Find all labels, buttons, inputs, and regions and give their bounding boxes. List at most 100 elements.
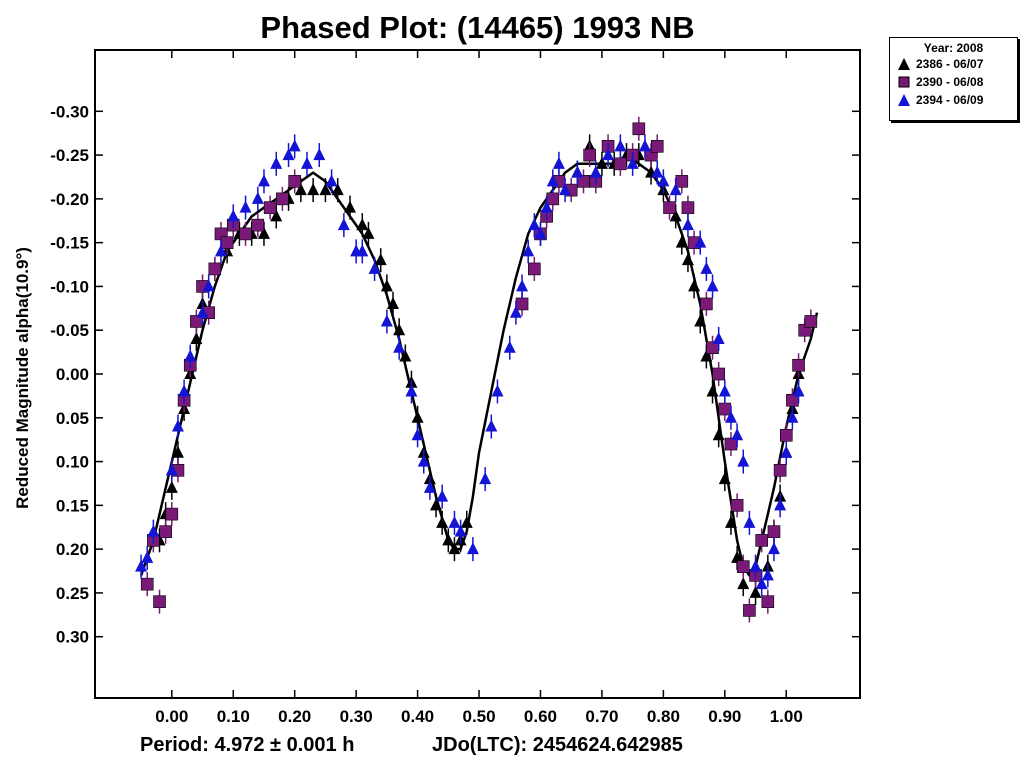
data-point-triangle: [681, 218, 694, 231]
x-tick-label: 0.70: [585, 707, 618, 726]
data-point-triangle: [423, 480, 436, 493]
data-point-triangle: [786, 410, 799, 423]
data-point-triangle: [417, 454, 430, 467]
y-tick-label: -0.10: [50, 277, 89, 296]
data-point-square: [700, 297, 713, 311]
data-point-triangle: [731, 428, 744, 441]
triangle-marker-icon: [898, 58, 910, 70]
data-point-triangle: [356, 244, 369, 257]
data-point-triangle: [595, 156, 608, 169]
data-point-triangle: [602, 148, 615, 161]
data-point-triangle: [694, 314, 707, 327]
data-point-triangle: [737, 577, 750, 590]
data-point-triangle: [724, 515, 737, 528]
data-point-triangle: [706, 384, 719, 397]
data-point-triangle: [300, 156, 313, 169]
data-point-triangle: [178, 384, 191, 397]
legend-entry-2394: 2394 - 06/09: [890, 91, 1017, 109]
data-point-square: [632, 122, 646, 136]
y-tick-label: 0.25: [56, 584, 89, 603]
data-point-square: [614, 157, 627, 171]
data-point-triangle: [460, 515, 473, 528]
data-point-square: [528, 262, 541, 276]
y-tick-label: 0.00: [56, 365, 89, 384]
data-point-triangle: [227, 209, 240, 222]
series-2394: [135, 134, 805, 597]
data-point-triangle: [196, 305, 209, 318]
series-2390: [140, 116, 818, 623]
data-point-square: [761, 595, 775, 608]
data-point-square: [730, 499, 744, 512]
data-point-triangle: [448, 542, 461, 555]
data-point-triangle: [325, 174, 338, 187]
data-point-triangle: [743, 515, 756, 528]
data-point-triangle: [454, 524, 467, 537]
legend-entry-2386: 2386 - 06/07: [890, 55, 1017, 73]
legend-entry-2390: 2390 - 06/08: [890, 73, 1017, 91]
data-point-square: [515, 297, 529, 311]
data-point-triangle: [270, 209, 283, 222]
data-point-triangle: [436, 515, 449, 528]
data-point-triangle: [257, 226, 270, 239]
legend-entry-label: 2386 - 06/07: [916, 57, 984, 71]
data-point-triangle: [780, 445, 793, 458]
data-point-triangle: [239, 200, 252, 213]
data-point-triangle: [257, 174, 270, 187]
data-point-triangle: [700, 349, 713, 362]
data-point-triangle: [288, 139, 301, 152]
y-tick-label: 0.05: [56, 409, 89, 428]
data-point-triangle: [485, 419, 498, 432]
data-point-square: [251, 218, 265, 232]
jdo-label: JDo(LTC): 2454624.642985: [432, 734, 683, 756]
data-point-square: [208, 262, 222, 276]
x-tick-label: 1.00: [770, 707, 803, 726]
data-point-square: [773, 464, 787, 477]
data-point-triangle: [171, 419, 184, 432]
x-tick-label: 0.50: [462, 707, 495, 726]
data-point-triangle: [270, 156, 283, 169]
data-point-triangle: [282, 148, 295, 161]
data-point-triangle: [147, 524, 160, 537]
x-tick-label: 0.90: [708, 707, 741, 726]
data-point-square: [165, 507, 179, 521]
data-point-triangle: [589, 165, 602, 178]
data-point-triangle: [479, 472, 492, 485]
y-tick-label: 0.15: [56, 496, 89, 515]
data-point-square: [159, 525, 172, 538]
fourier-fit-curve: [139, 153, 819, 577]
data-point-triangle: [165, 480, 178, 493]
data-point-triangle: [344, 200, 356, 213]
data-point-triangle: [731, 550, 744, 563]
data-point-square: [675, 175, 689, 188]
data-point-triangle: [380, 314, 393, 327]
x-axis-ticks: 0.00 0.10 0.20 0.30 0.40 0.50 0.60 0.70 0.80 0.90…: [155, 50, 803, 726]
data-point-triangle: [491, 384, 504, 397]
data-point-square: [153, 595, 166, 608]
legend-entry-label: 2394 - 06/09: [916, 93, 984, 107]
data-point-square: [263, 201, 277, 214]
data-point-triangle: [411, 428, 424, 441]
data-point-triangle: [534, 226, 547, 239]
data-point-triangle: [165, 463, 178, 476]
data-point-square: [546, 192, 560, 206]
x-tick-label: 0.30: [340, 707, 373, 726]
data-point-triangle: [313, 148, 326, 161]
x-tick-label: 0.10: [217, 707, 250, 726]
data-point-triangle: [546, 174, 559, 187]
x-tick-label: 0.60: [524, 707, 557, 726]
plot-frame: [94, 49, 861, 699]
x-tick-label: 0.40: [401, 707, 434, 726]
triangle-marker-icon: [898, 94, 910, 106]
data-point-triangle: [528, 218, 541, 231]
data-point-triangle: [700, 261, 713, 274]
legend-title: Year: 2008: [923, 41, 984, 55]
data-point-triangle: [135, 559, 148, 572]
data-point-triangle: [712, 428, 725, 441]
data-point-square: [663, 201, 676, 214]
data-point-triangle: [651, 165, 664, 178]
data-point-triangle: [755, 577, 768, 590]
data-point-square: [792, 358, 805, 372]
data-point-triangle: [362, 226, 375, 239]
data-point-square: [779, 428, 793, 442]
data-point-triangle: [626, 156, 639, 169]
